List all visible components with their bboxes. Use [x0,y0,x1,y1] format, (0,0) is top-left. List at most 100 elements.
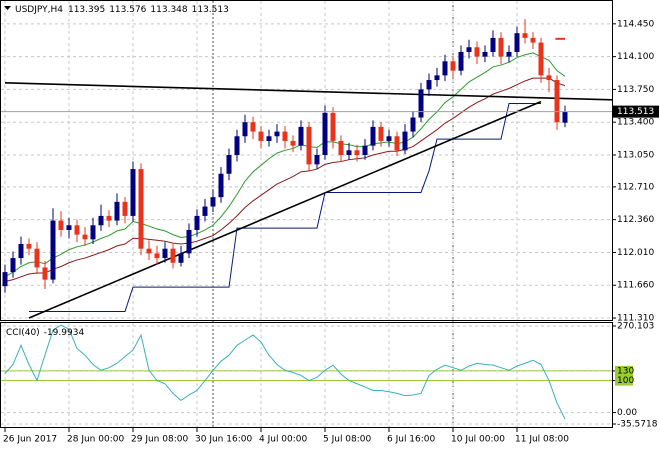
candle-body [194,215,200,230]
candle-body [258,131,264,141]
candle-body [130,169,136,216]
y-tick-label: 0.00 [617,408,637,418]
candle-body [282,131,288,141]
candle-body [290,140,296,146]
candle-body [530,37,536,43]
candle-body [522,33,528,38]
last-low: 113.348 [150,5,187,15]
y-tick-label: 112.360 [617,215,654,225]
candle-body [346,150,352,156]
price-frame [0,0,613,321]
candle-body [538,42,544,76]
candle-body [202,206,208,216]
candle-body [50,220,56,280]
indicator-line [29,102,541,312]
level-label-box [615,365,633,376]
candle-body [490,37,496,52]
y-tick-label: 113.750 [617,85,654,95]
y-tick-label: 100 [617,376,634,386]
cci-panel [1,323,612,427]
candle-body [394,136,400,151]
price-panel [1,1,612,320]
x-tick-label: 28 Jun 00:00 [67,435,124,445]
candle-body [450,61,456,71]
candle-body [98,215,104,226]
candle-body [354,150,360,156]
header: USDJPY,H4 113.395 113.576 113.348 113.513 [15,5,229,15]
candle-body [122,201,128,216]
candle-body [250,122,256,132]
symbol: USDJPY,H4 [15,5,63,15]
x-tick-label: 26 Jun 2017 [3,435,57,445]
last-open: 113.395 [68,5,105,15]
candle-body [378,126,384,141]
candle-body [306,126,312,165]
candle-body [162,248,168,259]
y-tick-label: 112.710 [617,182,654,192]
candle-body [154,253,160,259]
candle-body [34,248,40,268]
candle-body [90,225,96,240]
candle-body [10,258,16,273]
candle-body [242,122,248,137]
menu-arrow[interactable] [4,6,11,10]
candle-body [274,131,280,137]
last-close: 113.513 [192,5,229,15]
candle-body [298,126,304,146]
candle-body [506,51,512,57]
y-tick-label: 270.103 [617,322,654,332]
candle-body [466,47,472,52]
candle-body [410,117,416,132]
cci-frame [0,322,613,428]
candle-body [330,112,336,141]
x-tick-label: 6 Jul 16:00 [387,435,436,445]
y-tick-label: 112.010 [617,248,654,258]
x-tick-label: 10 Jul 00:00 [451,435,505,445]
candle-body [114,201,120,221]
candle-body [234,136,240,156]
last-high: 113.576 [109,5,146,15]
y-tick-label: 111.660 [617,281,654,291]
candle-body [338,140,344,156]
candle-body [106,215,112,221]
candle-body [514,33,520,52]
trendline [28,100,542,319]
candle-body [546,75,552,81]
candle-body [58,220,64,230]
axes: 114.450 114.100 113.750 113.400 113.050 112.7… [3,19,659,445]
candle-body [562,111,568,123]
candle-body [322,112,328,156]
candle-body [362,145,368,156]
x-tick-label: 4 Jul 00:00 [259,435,308,445]
cci-last: -19.9934 [44,328,85,338]
x-tick-label: 29 Jun 08:00 [131,435,188,445]
x-tick-label: 5 Jul 08:00 [323,435,372,445]
candle-body [210,197,216,207]
candle-body [314,155,320,165]
y-tick-label: -35.5718 [617,420,658,430]
y-tick-label: 114.100 [617,52,654,62]
indicator-line [4,77,566,282]
candle-body [186,229,192,254]
bid-label-box [613,105,659,118]
candle-body [482,51,488,57]
candle-body [458,51,464,71]
y-tick-label: 130 [617,366,634,376]
candle-body [42,267,48,280]
candle-body [66,225,72,230]
candle-body [74,225,80,235]
candle-body [554,80,560,123]
indicator-line [4,52,566,278]
candle-body [442,61,448,76]
candle-body [18,244,24,259]
candle-body [386,136,392,141]
cci-header: CCI(40) -19.9934 [6,328,84,338]
candle-body [26,244,32,249]
candle-body [170,248,176,263]
candle-body [146,248,152,254]
cci-line [4,324,566,420]
candle-body [474,47,480,57]
candle-body [226,155,232,174]
